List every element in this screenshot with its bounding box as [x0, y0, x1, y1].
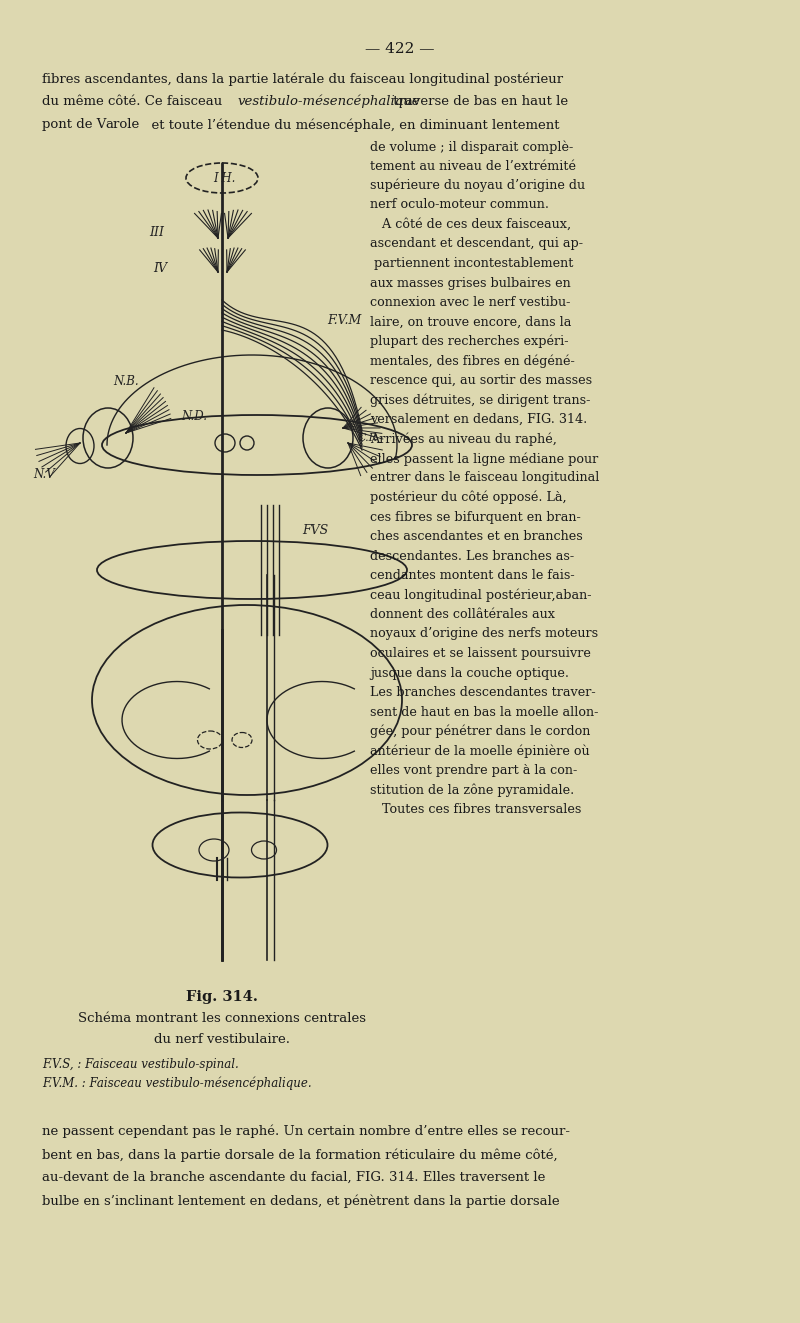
- Text: versalement en dedans, FIG. 314.: versalement en dedans, FIG. 314.: [370, 413, 587, 426]
- Text: antérieur de la moelle épinière où: antérieur de la moelle épinière où: [370, 745, 590, 758]
- Text: III: III: [149, 226, 164, 239]
- Text: Arrivées au niveau du raphé,: Arrivées au niveau du raphé,: [370, 433, 557, 446]
- Text: F.V.S, : Faisceau vestibulo-spinal.: F.V.S, : Faisceau vestibulo-spinal.: [42, 1058, 238, 1072]
- Text: et toute l’étendue du mésencéphale, en diminuant lentement: et toute l’étendue du mésencéphale, en d…: [143, 118, 559, 131]
- Text: bent en bas, dans la partie dorsale de la formation réticulaire du même côté,: bent en bas, dans la partie dorsale de l…: [42, 1148, 558, 1162]
- Text: A côté de ces deux faisceaux,: A côté de ces deux faisceaux,: [370, 218, 571, 232]
- Text: Les branches descendantes traver-: Les branches descendantes traver-: [370, 687, 596, 699]
- Text: au-devant de la branche ascendante du facial, FIG. 314. Elles traversent le: au-devant de la branche ascendante du fa…: [42, 1171, 546, 1184]
- Text: connexion avec le nerf vestibu-: connexion avec le nerf vestibu-: [370, 296, 570, 310]
- Text: grises détruites, se dirigent trans-: grises détruites, se dirigent trans-: [370, 393, 590, 407]
- Text: ceau longitudinal postérieur,aban-: ceau longitudinal postérieur,aban-: [370, 589, 591, 602]
- Text: oculaires et se laissent poursuivre: oculaires et se laissent poursuivre: [370, 647, 591, 660]
- Text: pont de V: pont de V: [42, 118, 106, 131]
- Text: ces fibres se bifurquent en bran-: ces fibres se bifurquent en bran-: [370, 511, 581, 524]
- Text: descendantes. Les branches as-: descendantes. Les branches as-: [370, 549, 574, 562]
- Text: — 422 —: — 422 —: [366, 42, 434, 56]
- Text: mentales, des fibres en dégéné-: mentales, des fibres en dégéné-: [370, 355, 574, 368]
- Text: N.V: N.V: [33, 468, 54, 482]
- Text: aux masses grises bulbaires en: aux masses grises bulbaires en: [370, 277, 570, 290]
- Text: ascendant et descendant, qui ap-: ascendant et descendant, qui ap-: [370, 238, 583, 250]
- Text: plupart des recherches expéri-: plupart des recherches expéri-: [370, 335, 569, 348]
- Text: de volume ; il disparait complè-: de volume ; il disparait complè-: [370, 140, 574, 153]
- Text: partiennent incontestablement: partiennent incontestablement: [370, 257, 574, 270]
- Text: IV: IV: [153, 262, 167, 274]
- Text: ches ascendantes et en branches: ches ascendantes et en branches: [370, 531, 582, 542]
- Text: supérieure du noyau d’origine du: supérieure du noyau d’origine du: [370, 179, 585, 193]
- Text: gée, pour pénétrer dans le cordon: gée, pour pénétrer dans le cordon: [370, 725, 590, 738]
- Text: N.D.: N.D.: [181, 410, 207, 423]
- Text: I H.: I H.: [213, 172, 235, 185]
- Text: Schéma montrant les connexions centrales: Schéma montrant les connexions centrales: [78, 1012, 366, 1025]
- Text: laire, on trouve encore, dans la: laire, on trouve encore, dans la: [370, 315, 571, 328]
- Text: elles vont prendre part à la con-: elles vont prendre part à la con-: [370, 763, 578, 777]
- Text: cendantes montent dans le fais-: cendantes montent dans le fais-: [370, 569, 574, 582]
- Text: Fig. 314.: Fig. 314.: [186, 990, 258, 1004]
- Text: F.V.M. : Faisceau vestibulo-mésencéphalique.: F.V.M. : Faisceau vestibulo-mésencéphali…: [42, 1077, 312, 1090]
- Text: bulbe en s’inclinant lentement en dedans, et pénètrent dans la partie dorsale: bulbe en s’inclinant lentement en dedans…: [42, 1193, 560, 1208]
- Text: FVS: FVS: [302, 524, 328, 537]
- Text: du nerf vestibulaire.: du nerf vestibulaire.: [154, 1033, 290, 1046]
- Text: vestibulo-mésencéphalique: vestibulo-mésencéphalique: [237, 95, 420, 108]
- Text: stitution de la zône pyramidale.: stitution de la zône pyramidale.: [370, 783, 574, 796]
- Text: tement au niveau de l’extrémité: tement au niveau de l’extrémité: [370, 160, 576, 172]
- Text: ne passent cependant pas le raphé. Un certain nombre d’entre elles se recour-: ne passent cependant pas le raphé. Un ce…: [42, 1125, 570, 1139]
- Text: sent de haut en bas la moelle allon-: sent de haut en bas la moelle allon-: [370, 705, 598, 718]
- Text: entrer dans le faisceau longitudinal: entrer dans le faisceau longitudinal: [370, 471, 599, 484]
- Text: nerf oculo-moteur commun.: nerf oculo-moteur commun.: [370, 198, 549, 212]
- Text: C.R: C.R: [358, 433, 378, 443]
- Text: du même côté. Ce faisceau: du même côté. Ce faisceau: [42, 95, 226, 108]
- Text: noyaux d’origine des nerfs moteurs: noyaux d’origine des nerfs moteurs: [370, 627, 598, 640]
- Text: Toutes ces fibres transversales: Toutes ces fibres transversales: [370, 803, 582, 816]
- Text: rescence qui, au sortir des masses: rescence qui, au sortir des masses: [370, 374, 592, 388]
- Text: donnent des collâtérales aux: donnent des collâtérales aux: [370, 609, 555, 620]
- Text: traverse de bas en haut le: traverse de bas en haut le: [389, 95, 568, 108]
- Text: arole: arole: [105, 118, 139, 131]
- Text: elles passent la ligne médiane pour: elles passent la ligne médiane pour: [370, 452, 598, 466]
- Text: fibres ascendantes, dans la partie latérale du faisceau longitudinal postérieur: fibres ascendantes, dans la partie latér…: [42, 71, 563, 86]
- Text: N.B.: N.B.: [113, 374, 138, 388]
- Text: jusque dans la couche optique.: jusque dans la couche optique.: [370, 667, 569, 680]
- Text: F.V.M: F.V.M: [327, 314, 362, 327]
- Text: postérieur du côté opposé. Là,: postérieur du côté opposé. Là,: [370, 491, 566, 504]
